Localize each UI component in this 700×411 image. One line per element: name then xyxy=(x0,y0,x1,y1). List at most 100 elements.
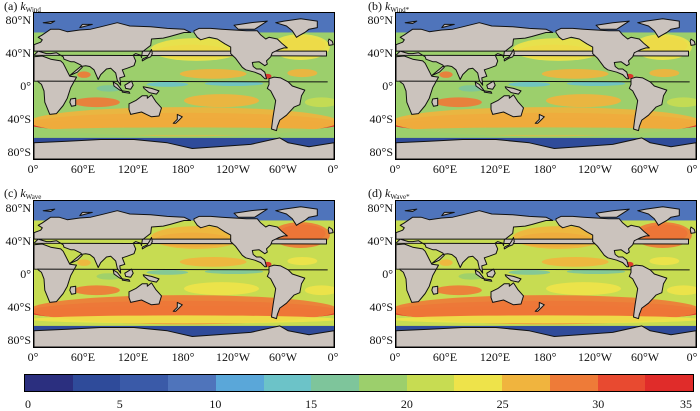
world-map xyxy=(396,13,696,159)
landmass xyxy=(431,97,439,107)
panel-title-d: (d) kWave* xyxy=(368,187,410,203)
landmass xyxy=(404,208,418,212)
longitude-tick-label: 0° xyxy=(27,350,39,364)
value-field-patch xyxy=(541,68,609,79)
value-field-patch xyxy=(439,259,453,266)
landmass xyxy=(503,49,515,62)
landmass xyxy=(266,264,306,320)
landmass xyxy=(490,282,524,306)
colorbar-segment xyxy=(502,375,550,391)
value-field-patch xyxy=(666,285,696,296)
landmass xyxy=(34,210,327,274)
landmass xyxy=(628,264,668,320)
latitude-tick-label: 80°N xyxy=(5,13,31,28)
value-field-patch xyxy=(396,315,696,324)
landmass xyxy=(503,237,515,250)
latitude-tick-label: 0° xyxy=(20,79,31,93)
value-field-patch xyxy=(146,269,189,275)
latitude-tick-label: 40°S xyxy=(369,299,393,314)
landmass xyxy=(112,269,123,280)
longitude-tick-label: 60°E xyxy=(432,350,458,364)
landmass xyxy=(42,20,56,24)
value-field-patch xyxy=(146,81,189,87)
latitude-tick-label: 40°N xyxy=(5,46,31,61)
landmass xyxy=(441,23,455,29)
variable-subscript: Wave* xyxy=(390,193,410,201)
landmass xyxy=(404,20,418,24)
colorbar-segment xyxy=(215,375,264,391)
value-field-patch xyxy=(77,71,91,78)
map-frame-d xyxy=(395,200,697,348)
landmass xyxy=(141,237,153,250)
value-field-patch xyxy=(77,259,91,266)
landmass xyxy=(34,55,328,115)
colorbar-tick-label: 20 xyxy=(400,397,413,411)
panel-title-a: (a) kWind xyxy=(4,0,41,16)
variable-symbol: k xyxy=(20,186,26,200)
landmass xyxy=(474,269,485,280)
longitude-tick-label: 120°W xyxy=(215,350,251,364)
value-field-patch xyxy=(546,282,621,296)
landmass xyxy=(124,80,134,90)
latitude-tick-label: 0° xyxy=(20,267,31,281)
colorbar-segment xyxy=(72,375,121,391)
landmass xyxy=(193,215,288,268)
landmass xyxy=(121,90,131,94)
landmass xyxy=(396,137,696,159)
longitude-tick-label: 0° xyxy=(389,350,401,364)
longitude-tick-label: 180° xyxy=(533,162,557,176)
colorbar-segment xyxy=(168,375,216,391)
landmass xyxy=(441,211,455,217)
landmass xyxy=(34,22,327,86)
world-map xyxy=(34,13,334,159)
landmass xyxy=(396,325,696,347)
value-field-patch xyxy=(666,97,696,108)
colorbar-tick-label: 30 xyxy=(592,397,605,411)
landmass xyxy=(141,49,153,62)
longitude-tick-label: 0° xyxy=(389,162,401,176)
longitude-tick-label: 0° xyxy=(27,162,39,176)
landmass xyxy=(34,137,334,159)
longitude-tick-label: 120°E xyxy=(479,162,511,176)
value-field-patch xyxy=(73,285,120,296)
landmass xyxy=(266,76,306,132)
value-field-patch xyxy=(287,68,318,78)
value-field-patch xyxy=(304,97,334,108)
variable-symbol: k xyxy=(385,0,391,13)
panel-label: (a) xyxy=(4,0,18,13)
latitude-tick-label: 40°S xyxy=(369,111,393,126)
value-field-patch xyxy=(34,315,334,324)
value-field-patch xyxy=(508,81,551,87)
value-field-patch xyxy=(179,256,247,267)
latitude-tick-label: 80°S xyxy=(7,332,31,347)
value-field-patch xyxy=(439,71,453,78)
variable-symbol: k xyxy=(20,0,26,13)
variable-subscript: Wind xyxy=(25,6,41,14)
colorbar-segment xyxy=(25,375,73,391)
value-field-patch xyxy=(304,285,334,296)
colorbar-tick-label: 35 xyxy=(680,397,692,411)
landmass xyxy=(34,243,328,303)
longitude-tick-label: 0° xyxy=(686,350,698,364)
landmass xyxy=(124,268,134,278)
value-field-patch xyxy=(34,127,334,136)
map-frame-a xyxy=(33,12,335,160)
landmass xyxy=(69,97,77,107)
value-field-patch xyxy=(546,94,621,108)
colorbar-segment xyxy=(645,375,694,391)
colorbar-segment xyxy=(406,375,455,391)
longitude-tick-label: 120°E xyxy=(117,350,149,364)
value-field-patch xyxy=(287,256,318,266)
value-field-patch xyxy=(508,269,551,275)
landmass xyxy=(490,94,524,118)
colorbar-tick-label: 25 xyxy=(496,397,509,411)
longitude-tick-label: 60°W xyxy=(630,162,660,176)
map-frame-b xyxy=(395,12,697,160)
colorbar-segment xyxy=(263,375,312,391)
landmass xyxy=(534,301,545,312)
latitude-tick-label: 80°N xyxy=(367,13,393,28)
landmass xyxy=(474,81,485,92)
longitude-tick-label: 120°W xyxy=(215,162,251,176)
value-field-patch xyxy=(184,94,259,108)
latitude-tick-label: 40°N xyxy=(367,234,393,249)
